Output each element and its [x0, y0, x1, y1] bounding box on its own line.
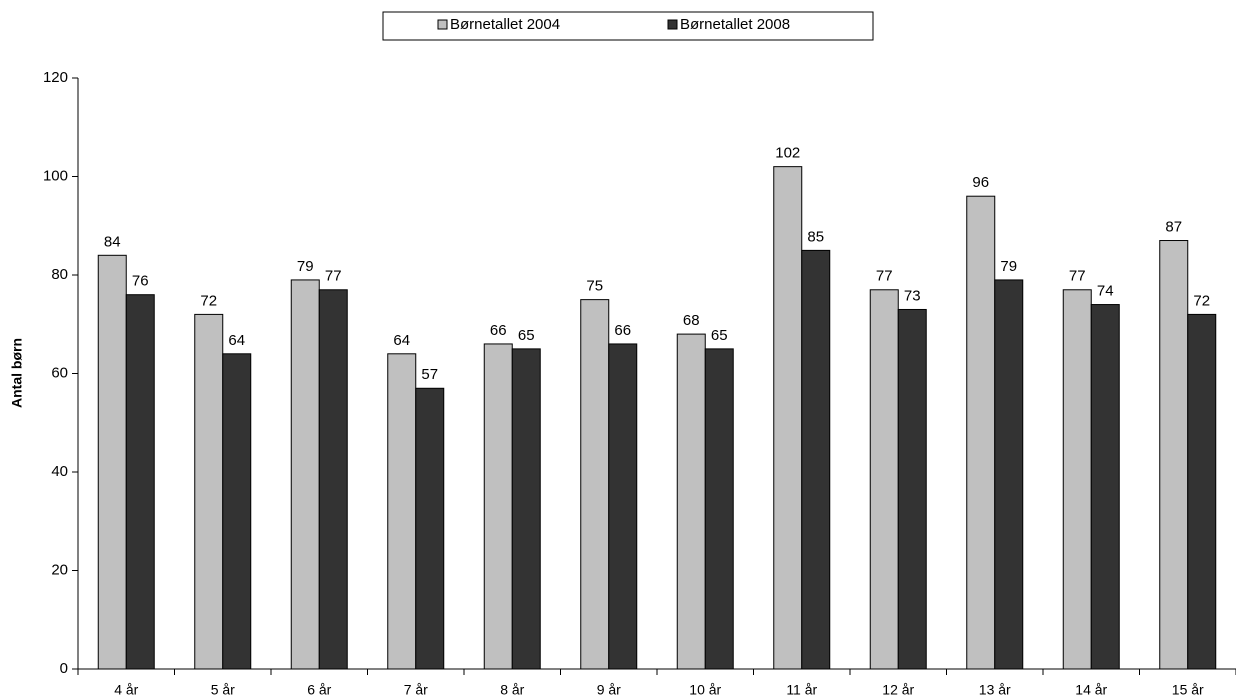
x-tick-label: 8 år	[500, 682, 524, 698]
legend-swatch	[437, 19, 448, 30]
bar	[318, 289, 348, 670]
data-label: 77	[325, 268, 342, 285]
x-tick-label: 9 år	[597, 682, 621, 698]
data-label: 72	[1193, 292, 1210, 309]
legend-label: Børnetallet 2008	[680, 16, 790, 33]
bar	[1090, 304, 1120, 670]
bar	[125, 294, 155, 670]
x-tick-label: 11 år	[786, 682, 817, 698]
data-label: 65	[711, 327, 728, 344]
bar	[801, 249, 831, 670]
data-label: 102	[775, 145, 800, 162]
bar	[194, 313, 224, 670]
bar	[773, 166, 803, 670]
bar	[222, 353, 252, 670]
data-label: 57	[421, 366, 438, 383]
data-label: 79	[1000, 258, 1017, 275]
data-label: 74	[1097, 283, 1114, 300]
bar	[483, 343, 513, 670]
x-tick-label: 7 år	[404, 682, 428, 698]
x-tick-label: 12 år	[882, 682, 914, 698]
data-label: 84	[104, 233, 121, 250]
data-label: 72	[200, 292, 217, 309]
data-label: 66	[490, 322, 507, 339]
data-label: 64	[393, 332, 410, 349]
y-tick-label: 0	[60, 660, 68, 677]
data-label: 75	[586, 278, 603, 295]
data-label: 68	[683, 312, 700, 329]
data-label: 65	[518, 327, 535, 344]
x-tick-label: 5 år	[211, 682, 235, 698]
bar	[608, 343, 638, 670]
x-tick-label: 13 år	[979, 682, 1011, 698]
y-tick-label: 40	[51, 463, 68, 480]
bar	[97, 254, 127, 670]
y-tick-label: 60	[51, 364, 68, 381]
bar	[869, 289, 899, 670]
bar	[704, 348, 734, 670]
y-tick-label: 100	[43, 167, 68, 184]
legend-box	[382, 11, 874, 41]
data-label: 96	[972, 174, 989, 191]
data-label: 73	[904, 287, 921, 304]
data-label: 64	[228, 332, 245, 349]
bar	[966, 195, 996, 670]
bar	[994, 279, 1024, 670]
bar	[676, 333, 706, 670]
legend-label: Børnetallet 2004	[450, 16, 560, 33]
y-axis-label: Antal børn	[9, 338, 25, 408]
x-tick-label: 4 år	[114, 682, 138, 698]
x-tick-label: 14 år	[1075, 682, 1107, 698]
data-label: 77	[876, 268, 893, 285]
bar	[387, 353, 417, 670]
x-tick-label: 15 år	[1172, 682, 1204, 698]
bar	[511, 348, 541, 670]
bar	[415, 387, 445, 670]
data-label: 79	[297, 258, 314, 275]
data-label: 76	[132, 273, 149, 290]
bar	[580, 299, 610, 670]
bar	[290, 279, 320, 670]
x-tick-label: 6 år	[307, 682, 331, 698]
legend-swatch	[667, 19, 678, 30]
y-tick-label: 120	[43, 69, 68, 86]
data-label: 87	[1165, 218, 1182, 235]
bar	[897, 308, 927, 670]
data-label: 85	[807, 228, 824, 245]
y-tick-label: 20	[51, 561, 68, 578]
bar	[1159, 240, 1189, 670]
bar	[1062, 289, 1092, 670]
bar	[1187, 313, 1217, 670]
data-label: 66	[614, 322, 631, 339]
y-tick-label: 80	[51, 266, 68, 283]
data-label: 77	[1069, 268, 1086, 285]
x-tick-label: 10 år	[689, 682, 721, 698]
